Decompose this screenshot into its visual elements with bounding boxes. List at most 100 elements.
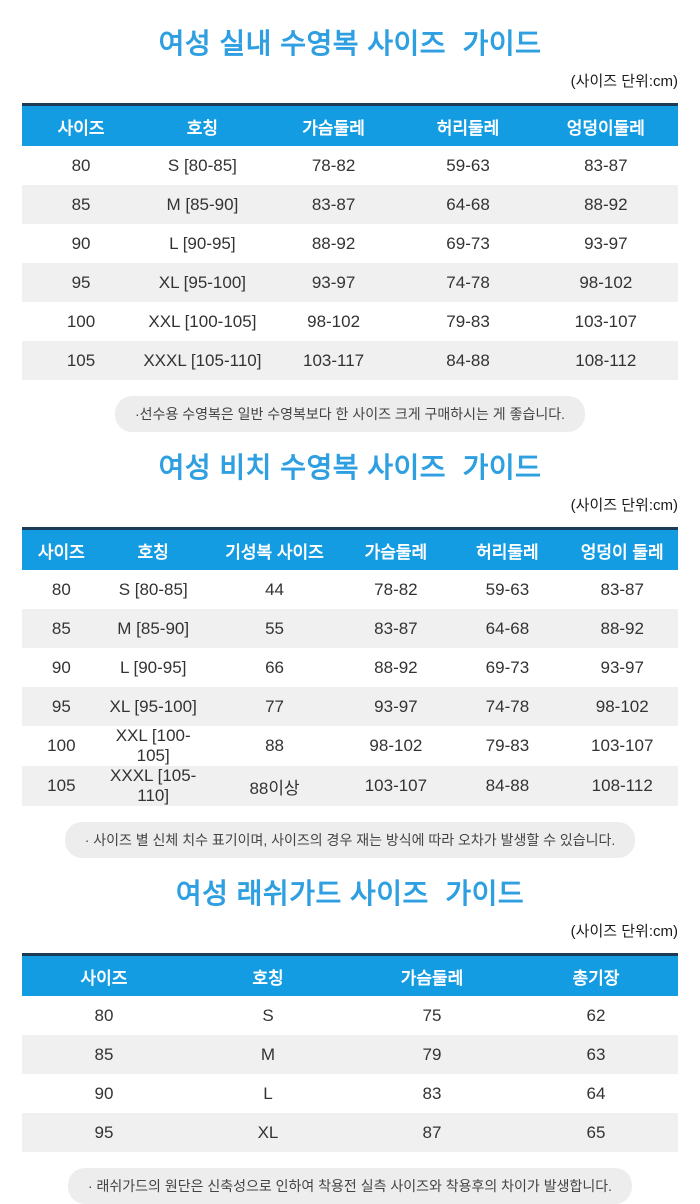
table-cell: 44 xyxy=(265,579,284,599)
table-header-row: 사이즈 호칭 가슴둘레 허리둘레 엉덩이둘레 xyxy=(22,104,678,146)
table-row: 80 S [80-85] 78-82 59-63 83-87 xyxy=(22,146,678,185)
table-cell: 95 xyxy=(51,696,71,716)
table-cell: 83-87 xyxy=(311,194,356,214)
table-cell: 103-107 xyxy=(591,736,654,755)
table-row: 80 S [80-85] 44 78-82 59-63 83-87 xyxy=(22,570,678,609)
table-row: 80 S 75 62 xyxy=(22,996,678,1035)
table-cell: 108-112 xyxy=(575,350,637,370)
table-cell: 100 xyxy=(66,311,96,331)
note-row: · 래쉬가드의 원단은 신축성으로 인하여 착용전 실측 사이즈와 착용후의 차… xyxy=(22,1168,678,1204)
table-cell: 93-97 xyxy=(374,696,418,716)
column-header: 허리둘레 xyxy=(448,528,567,570)
table-cell: 80 xyxy=(94,1005,114,1025)
note-pill: ·선수용 수영복은 일반 수영복보다 한 사이즈 크게 구매하시는 게 좋습니다… xyxy=(115,396,585,432)
section-title: 여성 래쉬가드 사이즈 가이드 xyxy=(175,878,525,909)
note-pill: · 래쉬가드의 원단은 신축성으로 인하여 착용전 실측 사이즈와 착용후의 차… xyxy=(67,1168,632,1204)
table-cell: 88 xyxy=(265,736,284,755)
table-cell: 62 xyxy=(586,1005,606,1025)
table-cell: 74-78 xyxy=(485,696,530,716)
table-cell: 100 xyxy=(47,736,76,755)
table-cell: 88이상 xyxy=(249,778,300,798)
table-row: 105 XXXL [105-110] 88이상 103-107 84-88 108-112 xyxy=(22,766,678,806)
table-row: 85 M [85-90] 83-87 64-68 88-92 xyxy=(22,185,678,224)
table-cell: 90 xyxy=(51,657,71,677)
table-cell: 65 xyxy=(586,1122,606,1142)
table-row: 85 M [85-90] 55 83-87 64-68 88-92 xyxy=(22,609,678,648)
table-row: 100 XXL [100-105] 98-102 79-83 103-107 xyxy=(22,302,678,341)
table-cell: 98-102 xyxy=(595,696,649,716)
table-cell: 85 xyxy=(71,194,91,214)
table-cell: M [85-90] xyxy=(117,618,190,638)
size-table-indoor: 사이즈 호칭 가슴둘레 허리둘레 엉덩이둘레 80 S [80-85] 78-82 59-63… xyxy=(22,103,678,380)
note-row: ·선수용 수영복은 일반 수영복보다 한 사이즈 크게 구매하시는 게 좋습니다… xyxy=(22,396,678,432)
table-cell: M xyxy=(260,1044,276,1064)
table-cell: XXL [100-105] xyxy=(148,311,257,331)
table-cell: 78-82 xyxy=(374,579,418,599)
table-cell: 93-97 xyxy=(584,233,628,253)
section-rashguard: 여성 래쉬가드 사이즈 가이드 (사이즈 단위:cm) 사이즈 호칭 가슴둘레 총기장… xyxy=(22,858,678,1204)
column-header: 사이즈 xyxy=(22,104,141,146)
table-cell: L [90-95] xyxy=(169,233,236,253)
table-cell: 95 xyxy=(94,1122,114,1142)
table-cell: L xyxy=(263,1083,273,1103)
table-cell: S [80-85] xyxy=(118,579,188,599)
table-row: 100 XXL [100-105] 88 98-102 79-83 103-107 xyxy=(22,726,678,766)
table-cell: 105 xyxy=(66,350,96,370)
table-cell: XL xyxy=(257,1122,279,1142)
table-cell: XXXL [105-110] xyxy=(110,766,197,805)
table-cell: 80 xyxy=(51,579,71,599)
unit-label: (사이즈 단위:cm) xyxy=(570,923,678,940)
table-cell: 98-102 xyxy=(579,272,633,292)
page-content: 여성 실내 수영복 사이즈 가이드 (사이즈 단위:cm) 사이즈 호칭 가슴둘레 허… xyxy=(22,0,678,1204)
table-cell: 88-92 xyxy=(311,233,356,253)
table-cell: 83-87 xyxy=(600,579,644,599)
table-cell: 95 xyxy=(71,272,91,292)
note-row: · 사이즈 별 신체 치수 표기이며, 사이즈의 경우 재는 방식에 따라 오차… xyxy=(22,822,678,858)
note-pill: · 사이즈 별 신체 치수 표기이며, 사이즈의 경우 재는 방식에 따라 오차… xyxy=(64,822,636,858)
table-row: 90 L 83 64 xyxy=(22,1074,678,1113)
column-header: 호칭 xyxy=(186,954,350,996)
table-row: 85 M 79 63 xyxy=(22,1035,678,1074)
size-table-rashguard: 사이즈 호칭 가슴둘레 총기장 80 S 75 62 85 M 79 63 90 L 83 64 95 XL 87… xyxy=(22,953,678,1152)
size-table-beach: 사이즈 호칭 기성복 사이즈 가슴둘레 허리둘레 엉덩이 둘레 80 S [80-85] 44… xyxy=(22,527,678,806)
table-cell: 84-88 xyxy=(485,776,530,795)
column-header: 호칭 xyxy=(140,104,265,146)
table-cell: XL [95-100] xyxy=(109,696,197,716)
table-cell: 55 xyxy=(265,618,284,638)
section-title: 여성 비치 수영복 사이즈 가이드 xyxy=(158,452,542,483)
table-cell: 83-87 xyxy=(374,618,418,638)
table-cell: XXL [100-105] xyxy=(115,726,191,765)
table-cell: 85 xyxy=(51,618,71,638)
table-cell: 64 xyxy=(586,1083,606,1103)
column-header: 엉덩이 둘레 xyxy=(566,528,678,570)
table-cell: S xyxy=(262,1005,274,1025)
table-cell: 85 xyxy=(94,1044,114,1064)
column-header: 가슴둘레 xyxy=(343,528,449,570)
table-cell: 90 xyxy=(71,233,91,253)
column-header: 가슴둘레 xyxy=(264,104,403,146)
column-header: 호칭 xyxy=(100,528,206,570)
table-cell: 66 xyxy=(265,657,284,677)
column-header: 엉덩이둘레 xyxy=(533,104,678,146)
table-cell: M [85-90] xyxy=(166,194,239,214)
table-cell: 93-97 xyxy=(600,657,644,677)
table-row: 95 XL [95-100] 77 93-97 74-78 98-102 xyxy=(22,687,678,726)
table-cell: 88-92 xyxy=(584,194,628,214)
column-header: 사이즈 xyxy=(22,528,101,570)
table-cell: 87 xyxy=(422,1122,442,1142)
table-cell: XL [95-100] xyxy=(158,272,247,292)
table-cell: 93-97 xyxy=(311,272,356,292)
unit-label: (사이즈 단위:cm) xyxy=(570,73,678,90)
table-cell: 84-88 xyxy=(446,350,490,370)
column-header: 총기장 xyxy=(514,954,678,996)
table-cell: XXXL [105-110] xyxy=(143,350,262,370)
page-title: 여성 실내 수영복 사이즈 가이드 xyxy=(158,28,542,59)
table-cell: 108-112 xyxy=(591,776,653,795)
table-header-row: 사이즈 호칭 기성복 사이즈 가슴둘레 허리둘레 엉덩이 둘레 xyxy=(22,528,678,570)
column-header: 사이즈 xyxy=(22,954,186,996)
table-cell: 79-83 xyxy=(485,736,530,755)
table-row: 95 XL 87 65 xyxy=(22,1113,678,1152)
unit-label: (사이즈 단위:cm) xyxy=(570,497,678,514)
table-cell: L [90-95] xyxy=(119,657,187,677)
table-cell: S [80-85] xyxy=(167,155,237,175)
